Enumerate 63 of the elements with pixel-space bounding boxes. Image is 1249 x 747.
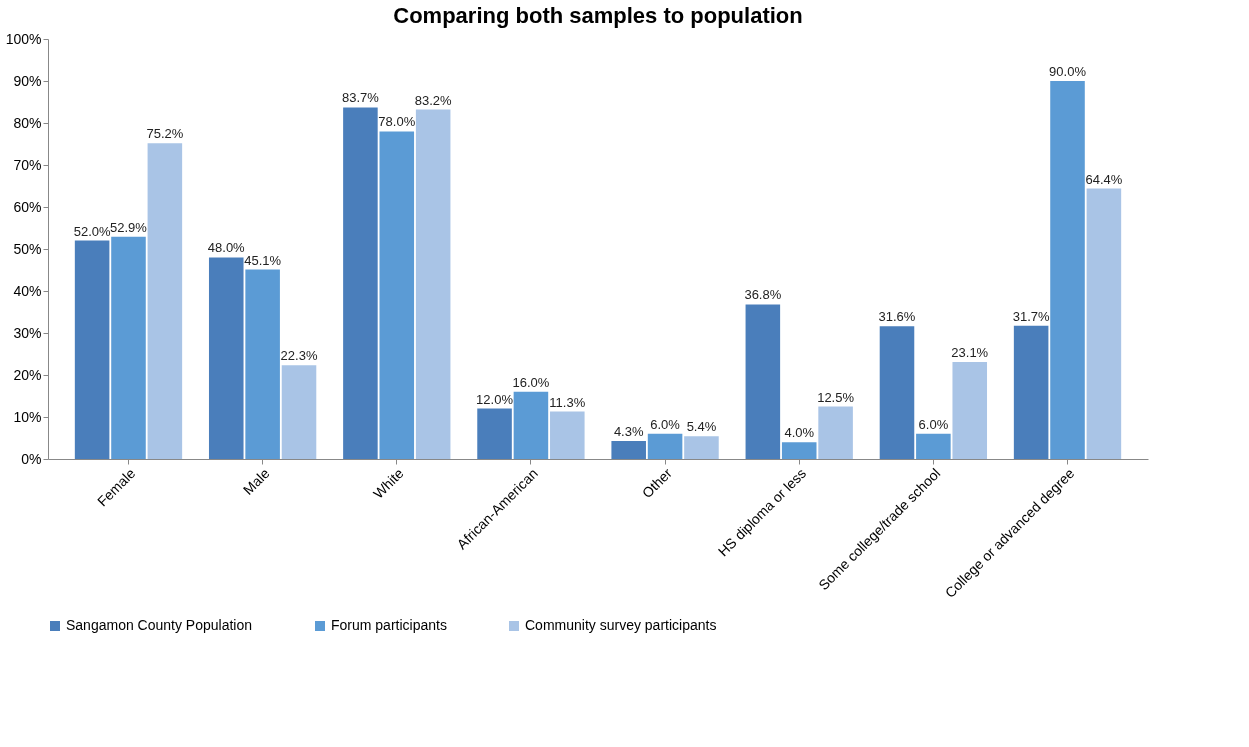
bar — [1013, 325, 1049, 459]
bar — [818, 406, 853, 459]
bar — [879, 326, 915, 459]
data-label: 83.2% — [414, 92, 453, 108]
y-tick-label: 80% — [13, 114, 42, 131]
y-tick-label: 70% — [13, 156, 42, 173]
data-label: 5.4% — [686, 419, 717, 435]
data-label: 11.3% — [549, 394, 586, 410]
bar — [379, 131, 415, 459]
bar — [745, 304, 781, 459]
data-label: 78.0% — [378, 114, 416, 130]
data-label: 12.0% — [476, 391, 514, 407]
data-label: 36.8% — [744, 287, 782, 303]
bar — [550, 411, 585, 459]
bar — [477, 408, 512, 459]
bar — [281, 365, 317, 459]
bar — [513, 391, 549, 459]
data-label: 4.0% — [784, 425, 815, 441]
data-label: 31.6% — [878, 309, 916, 325]
bar — [245, 269, 280, 459]
bar — [415, 109, 451, 459]
data-label: 90.0% — [1049, 64, 1087, 79]
data-label: 31.7% — [1012, 308, 1050, 324]
y-tick-label: 100% — [5, 30, 42, 47]
data-label: 75.2% — [146, 126, 184, 142]
y-tick-label: 90% — [13, 72, 42, 89]
data-label: 6.0% — [918, 416, 949, 432]
data-label: 45.1% — [244, 252, 282, 268]
legend-label: Sangamon County Population — [66, 617, 253, 633]
y-tick-label: 40% — [13, 282, 42, 299]
data-label: 83.7% — [341, 90, 380, 106]
bar — [208, 257, 244, 459]
y-tick-label: 50% — [13, 240, 42, 257]
data-label: 22.3% — [280, 348, 318, 364]
chart-title: Comparing both samples to population — [393, 3, 803, 28]
legend-label: Community survey participants — [525, 617, 717, 633]
y-tick-label: 60% — [13, 198, 42, 215]
bar — [1050, 81, 1085, 459]
bar — [1086, 188, 1122, 459]
bar — [952, 361, 988, 459]
data-label: 52.9% — [110, 219, 148, 235]
data-label: 6.0% — [650, 416, 681, 432]
bar — [74, 240, 110, 459]
bar — [684, 436, 719, 459]
bar — [111, 236, 146, 459]
y-tick-label: 20% — [13, 366, 42, 383]
legend-label: Forum participants — [331, 617, 447, 633]
y-tick-label: 10% — [13, 408, 42, 425]
data-label: 4.3% — [613, 423, 644, 439]
bar — [147, 143, 183, 459]
data-label: 48.0% — [207, 240, 246, 256]
data-label: 23.1% — [951, 344, 989, 360]
y-tick-label: 0% — [21, 450, 42, 467]
bar — [781, 442, 817, 459]
bar — [916, 433, 951, 459]
y-tick-label: 30% — [13, 324, 42, 341]
data-label: 16.0% — [512, 374, 550, 390]
data-label: 12.5% — [817, 389, 855, 405]
data-label: 64.4% — [1085, 171, 1123, 187]
bar — [343, 107, 378, 459]
bar — [611, 440, 646, 459]
bar — [647, 433, 683, 459]
data-label: 52.0% — [73, 223, 111, 239]
